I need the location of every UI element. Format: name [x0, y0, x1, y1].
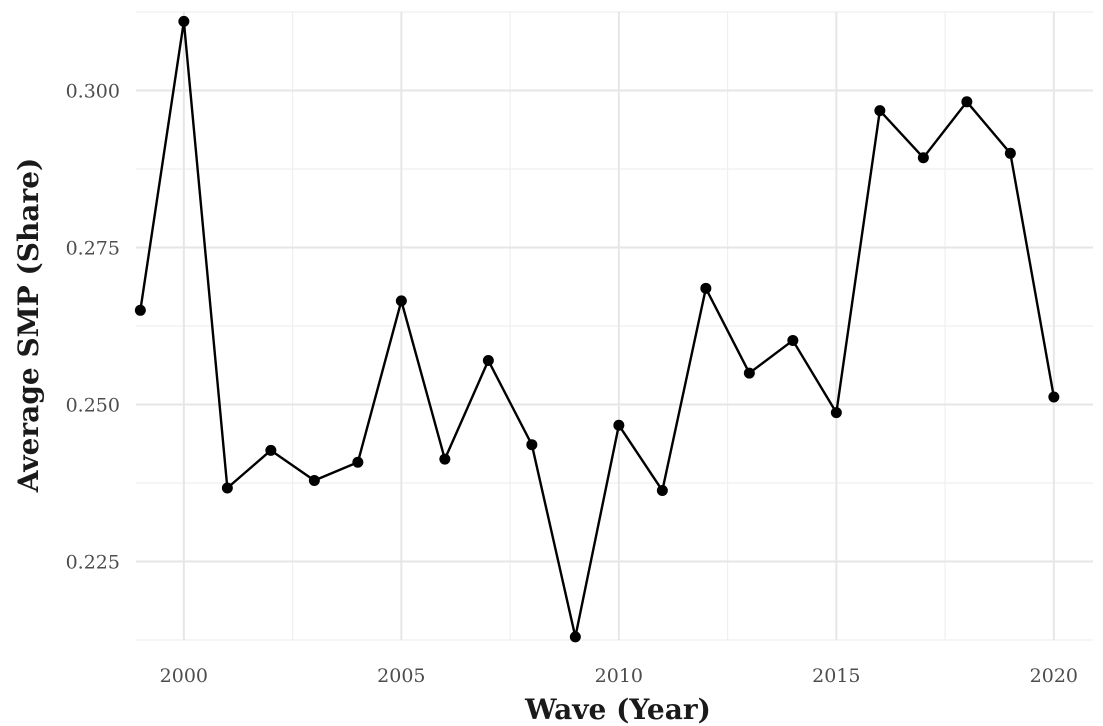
data-point — [569, 631, 581, 643]
x-tick-label: 2000 — [160, 665, 208, 687]
x-axis-title: Wave (Year) — [524, 693, 711, 726]
grid — [136, 11, 1093, 641]
data-point — [526, 439, 538, 451]
data-point — [395, 295, 407, 307]
data-point — [656, 485, 668, 497]
data-point — [1048, 391, 1060, 403]
data-point — [221, 482, 233, 494]
data-point — [178, 15, 190, 27]
x-tick-label: 2020 — [1030, 665, 1078, 687]
data-point — [265, 444, 277, 456]
y-tick-label: 0.300 — [66, 81, 120, 103]
series-line-0 — [139, 20, 1056, 639]
data-point — [134, 304, 146, 316]
tick-labels: 0.225 0.250 0.275 0.300 2000 2005 2010 2015 2020 — [66, 81, 1078, 688]
series — [134, 15, 1060, 643]
data-point — [482, 355, 494, 367]
data-point — [439, 453, 451, 465]
data-point — [917, 152, 929, 164]
data-point — [830, 407, 842, 419]
data-point — [874, 105, 886, 117]
data-point — [308, 474, 320, 486]
data-point — [1004, 147, 1016, 159]
y-axis-title: Average SMP (Share) — [12, 158, 45, 494]
x-tick-label: 2015 — [812, 665, 860, 687]
x-tick-label: 2010 — [595, 665, 643, 687]
data-point — [743, 367, 755, 379]
x-tick-label: 2005 — [377, 665, 425, 687]
y-tick-label: 0.225 — [66, 552, 120, 574]
data-point — [961, 96, 973, 108]
data-point — [352, 456, 364, 468]
y-tick-label: 0.275 — [66, 238, 120, 260]
data-point — [787, 334, 799, 346]
y-tick-label: 0.250 — [66, 395, 120, 417]
data-point — [700, 282, 712, 294]
data-point — [613, 419, 625, 431]
